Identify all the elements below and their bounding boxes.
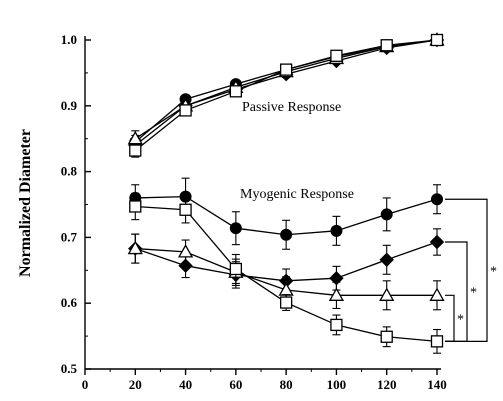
filled-circle-marker	[380, 208, 393, 221]
significance-star: *	[470, 286, 477, 301]
series-layer	[127, 32, 445, 354]
series-passive-open-square	[129, 33, 444, 158]
x-tick-label: 0	[82, 377, 89, 392]
annotations: Passive Response Myogenic Response	[240, 100, 354, 202]
axes: 0.5 0.6 0.7 0.8 0.9 1.0 0 20 40 60 80 100 120 140	[61, 32, 447, 392]
open-square-marker	[430, 33, 444, 47]
filled-circle-marker	[229, 222, 242, 235]
open-triangle-marker	[328, 287, 345, 301]
filled-diamond-marker	[429, 234, 445, 250]
open-square-marker	[330, 49, 343, 62]
x-tick-label: 80	[280, 377, 293, 392]
open-triangle-marker	[379, 287, 395, 301]
significance-bracket: *	[445, 294, 464, 342]
bracket-line	[445, 294, 455, 342]
open-square-marker	[330, 318, 343, 332]
open-square-marker	[229, 85, 243, 98]
series-passive-filled-diamond	[128, 32, 445, 153]
open-square-marker	[129, 200, 142, 213]
filled-circle-marker	[431, 193, 443, 206]
filled-diamond-marker	[178, 258, 193, 273]
open-square-marker	[179, 203, 192, 216]
open-square-marker	[430, 335, 444, 348]
x-tick-label: 20	[129, 377, 142, 392]
series-line	[134, 39, 438, 152]
filled-diamond-marker	[379, 252, 394, 267]
y-tick-label: 0.7	[61, 229, 78, 244]
open-square-marker	[229, 262, 243, 276]
x-tick-label: 100	[327, 377, 347, 392]
significance-brackets: * * *	[445, 198, 497, 342]
myogenic-response-label: Myogenic Response	[240, 187, 354, 202]
open-triangle-marker	[127, 240, 143, 255]
y-axis-title: Normalized Diameter	[17, 129, 34, 277]
x-tick-label: 140	[427, 377, 447, 392]
series-line	[134, 39, 438, 140]
x-tick-label: 120	[377, 377, 397, 392]
x-tick-label: 60	[229, 377, 242, 392]
open-triangle-marker	[278, 282, 294, 296]
y-tick-label: 1.0	[61, 32, 77, 47]
filled-circle-marker	[330, 224, 343, 237]
y-tick-label: 0.6	[61, 295, 78, 310]
y-tick-label: 0.8	[61, 164, 78, 179]
open-square-marker	[279, 63, 293, 76]
significance-star: *	[490, 264, 497, 279]
open-triangle-marker	[177, 244, 194, 258]
series-myogenic-open-square	[129, 192, 444, 354]
open-square-marker	[279, 296, 293, 309]
series-passive-open-triangle	[127, 32, 445, 148]
open-square-marker	[380, 330, 393, 343]
significance-star: *	[457, 312, 464, 327]
filled-circle-marker	[280, 228, 293, 241]
series-passive-filled-circle	[129, 34, 443, 150]
series-line	[134, 39, 438, 146]
open-square-marker	[179, 104, 192, 117]
y-tick-label: 0.9	[61, 98, 78, 113]
open-triangle-marker	[429, 287, 445, 301]
open-square-marker	[380, 39, 393, 52]
open-square-marker	[129, 144, 142, 157]
significance-bracket: *	[445, 198, 497, 342]
series-line	[134, 39, 438, 143]
bracket-line	[445, 198, 488, 342]
passive-response-label: Passive Response	[242, 100, 341, 115]
y-tick-label: 0.5	[61, 361, 78, 376]
x-tick-label: 40	[179, 377, 192, 392]
